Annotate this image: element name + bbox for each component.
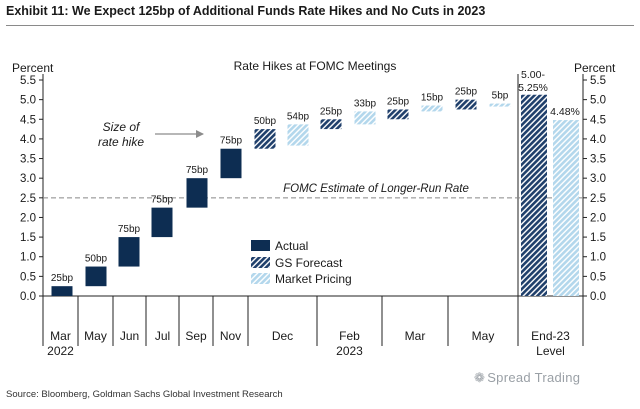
y-tick-label-left: 1.0	[20, 252, 36, 264]
y-tick-label-left: 4.5	[20, 114, 36, 126]
y-tick-label-right: 2.5	[590, 193, 606, 205]
actual-bar-label: 75bp	[220, 136, 243, 147]
gs-forecast-bar-label: 25bp	[455, 87, 478, 98]
chat-bubble-icon: ❁	[474, 370, 486, 385]
gs-end-level-label: 5.00-	[521, 69, 545, 81]
market-pricing-bar-label: 33bp	[354, 98, 377, 109]
legend-label: GS Forecast	[275, 256, 343, 270]
source-note: Source: Bloomberg, Goldman Sachs Global …	[6, 389, 283, 400]
y-tick-label-right: 2.0	[590, 212, 606, 224]
x-tick-label: Nov	[220, 329, 241, 343]
gs-forecast-bar-label: 50bp	[254, 116, 277, 127]
market-pricing-bar	[489, 103, 511, 107]
actual-bar-label: 25bp	[51, 273, 74, 284]
x-tick-label: Jul	[155, 329, 170, 343]
x-tick-label: Dec	[272, 329, 293, 343]
actual-bar	[51, 286, 73, 296]
y-tick-label-left: 0.0	[20, 291, 36, 303]
x-tick-sublabel: Level	[536, 344, 565, 358]
x-tick-label: May	[84, 329, 107, 343]
y-tick-label-left: 1.5	[20, 232, 36, 244]
x-tick-label: Jun	[120, 329, 139, 343]
gs-end-level-label: 5.25%	[518, 82, 548, 94]
gs-forecast-bar-label: 25bp	[387, 96, 410, 107]
actual-bar-label: 50bp	[85, 254, 108, 265]
y-tick-label-right: 3.5	[590, 154, 606, 166]
x-tick-label: Feb	[339, 329, 360, 343]
gs-forecast-bar	[320, 119, 342, 130]
y-tick-label-right: 1.0	[590, 252, 606, 264]
x-tick-label: End-23	[531, 329, 570, 343]
legend-swatch	[251, 240, 270, 251]
y-axis-title-left: Percent	[12, 61, 54, 75]
y-tick-label-left: 3.0	[20, 173, 36, 185]
y-tick-label-right: 4.0	[590, 134, 606, 146]
legend-label: Actual	[275, 239, 308, 253]
y-tick-label-left: 5.5	[20, 75, 36, 87]
y-tick-label-right: 1.5	[590, 232, 606, 244]
y-tick-label-left: 3.5	[20, 154, 36, 166]
gs-forecast-bar	[387, 109, 409, 120]
size-of-hike-annotation: rate hike	[98, 135, 144, 149]
exhibit-title: Exhibit 11: We Expect 125bp of Additiona…	[6, 4, 486, 18]
x-tick-sublabel: 2023	[336, 344, 363, 358]
y-tick-label-left: 2.5	[20, 193, 36, 205]
size-of-hike-annotation: Size of	[103, 120, 141, 134]
gs-end-level-bar	[521, 94, 547, 297]
y-tick-label-right: 0.0	[590, 291, 606, 303]
x-tick-sublabel: 2022	[47, 344, 74, 358]
y-tick-label-right: 4.5	[590, 114, 606, 126]
watermark: ❁ Spread Trading	[474, 370, 580, 386]
market-pricing-bar	[354, 111, 376, 125]
gs-forecast-bar-label: 25bp	[320, 106, 343, 117]
x-tick-label: Mar	[405, 329, 426, 343]
y-tick-label-left: 5.0	[20, 95, 36, 107]
actual-bar-label: 75bp	[151, 195, 174, 206]
market-pricing-bar-label: 15bp	[421, 93, 444, 104]
actual-bar	[186, 178, 208, 208]
actual-bar	[220, 148, 242, 179]
actual-bar-label: 75bp	[186, 165, 209, 176]
legend-label: Market Pricing	[275, 272, 352, 286]
market-pricing-bar	[287, 124, 309, 146]
y-tick-label-left: 4.0	[20, 134, 36, 146]
gs-forecast-bar	[455, 99, 477, 110]
actual-bar	[118, 237, 140, 267]
x-tick-label: May	[472, 329, 495, 343]
title-divider	[6, 25, 634, 26]
y-axis-title-right: Percent	[574, 61, 616, 75]
market-pricing-bar-label: 5bp	[492, 91, 509, 102]
x-tick-label: Sep	[185, 329, 207, 343]
gs-forecast-bar	[254, 129, 276, 149]
actual-bar	[85, 266, 107, 287]
y-tick-label-right: 5.5	[590, 75, 606, 87]
x-tick-label: Mar	[50, 329, 71, 343]
actual-bar	[151, 207, 173, 238]
legend-swatch	[251, 273, 270, 284]
market-pricing-bar-label: 54bp	[287, 111, 310, 122]
legend-swatch	[251, 257, 270, 268]
y-tick-label-right: 3.0	[590, 173, 606, 185]
watermark-text: Spread Trading	[487, 370, 581, 385]
actual-bar-label: 75bp	[118, 224, 141, 235]
y-tick-label-left: 2.0	[20, 212, 36, 224]
y-tick-label-right: 5.0	[590, 95, 606, 107]
market-end-level-bar	[553, 120, 579, 296]
y-tick-label-right: 0.5	[590, 271, 606, 283]
longer-run-rate-label: FOMC Estimate of Longer-Run Rate	[283, 183, 469, 195]
y-tick-label-left: 0.5	[20, 271, 36, 283]
chart-subtitle: Rate Hikes at FOMC Meetings	[234, 59, 397, 73]
market-end-level-label: 4.48%	[550, 106, 580, 118]
market-pricing-bar	[421, 105, 443, 112]
